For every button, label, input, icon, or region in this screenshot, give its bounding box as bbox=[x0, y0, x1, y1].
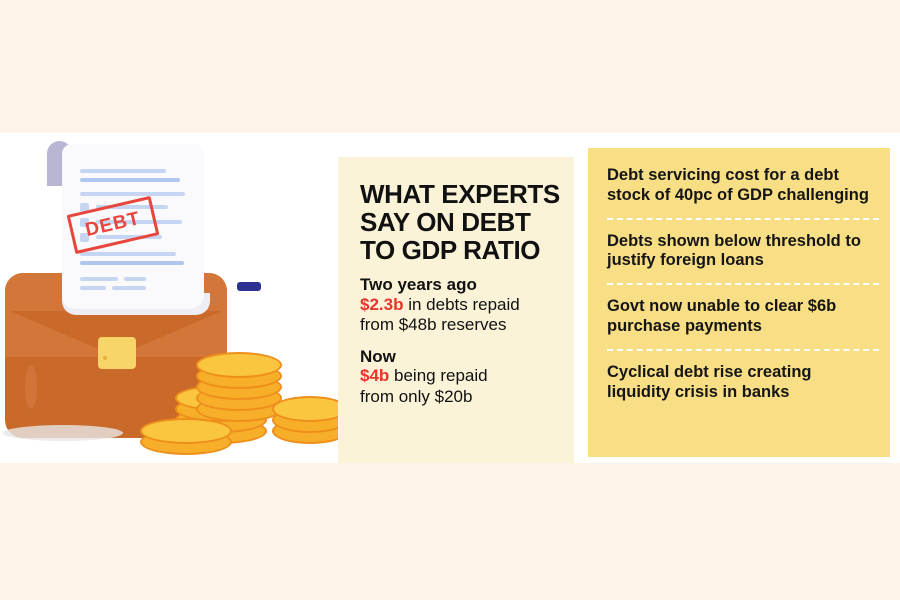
key-point-1: Debts shown below threshold to justify f… bbox=[607, 231, 861, 270]
block-label-1: Now bbox=[360, 346, 396, 366]
page-title: WHAT EXPERTS SAY ON DEBT TO GDP RATIO bbox=[360, 179, 560, 265]
block-label-0: Two years ago bbox=[360, 275, 477, 295]
briefcase-shadow bbox=[3, 425, 123, 441]
block-line1-0: $2.3b in debts repaid bbox=[360, 295, 565, 315]
point-divider bbox=[607, 283, 879, 286]
point-divider bbox=[607, 348, 879, 351]
headline-panel: WHAT EXPERTS SAY ON DEBT TO GDP RATIO Tw… bbox=[338, 157, 574, 463]
briefcase-clasp bbox=[98, 337, 136, 369]
key-point-2: Govt now unable to clear $6b purchase pa… bbox=[607, 297, 837, 335]
block-line2-0: from $48b reserves bbox=[360, 315, 507, 335]
infographic-card: DEBT $ WHAT EX bbox=[0, 133, 900, 463]
key-point-3: Cyclical debt rise creating liquidity cr… bbox=[607, 362, 812, 401]
key-point-0: Debt servicing cost for a debt stock of … bbox=[607, 166, 869, 204]
block-line2-1: from only $20b bbox=[360, 386, 473, 406]
document-icon bbox=[62, 144, 261, 309]
amount-1: $4b bbox=[360, 366, 390, 386]
key-points-panel: Debt servicing cost for a debt stock of … bbox=[588, 148, 890, 457]
document-action-button bbox=[237, 282, 261, 291]
debt-stamp-text: DEBT bbox=[83, 208, 143, 242]
debt-illustration: DEBT $ bbox=[0, 133, 340, 463]
point-divider bbox=[607, 217, 879, 220]
amount-0: $2.3b bbox=[360, 294, 404, 314]
amount-rest-1: being repaid bbox=[389, 366, 488, 386]
briefcase-highlight bbox=[25, 365, 37, 409]
block-line1-1: $4b being repaid bbox=[360, 366, 565, 386]
amount-rest-0: in debts repaid bbox=[403, 294, 520, 314]
